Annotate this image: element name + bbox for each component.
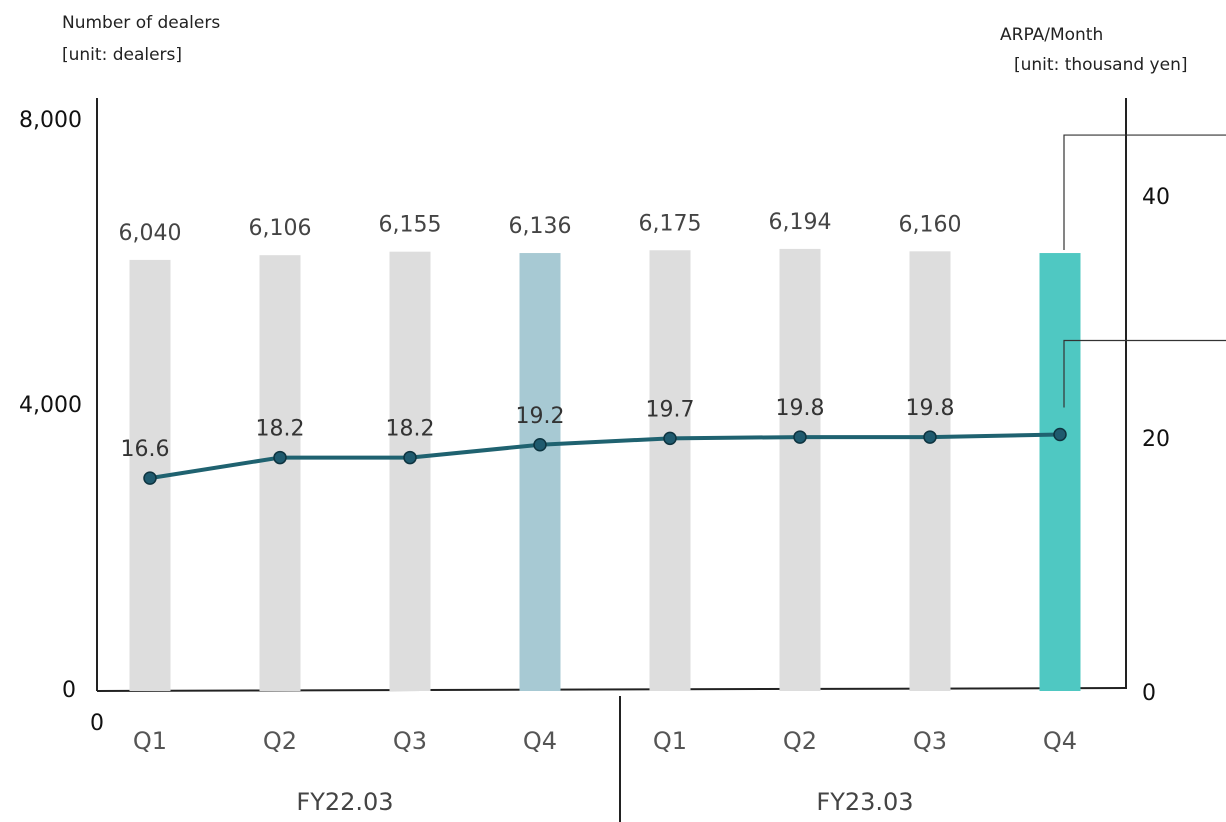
bar-value-label-fy23-q1: 6,175 [639, 211, 702, 236]
right-tick-0: 0 [1142, 681, 1156, 706]
bar-callout-line [1063, 134, 1226, 251]
bar-fy22-q3 [389, 251, 431, 691]
category-label-fy23-q2: Q2 [783, 727, 817, 755]
arpa-value-label-fy23-q1: 19.7 [646, 397, 695, 422]
bar-value-label-fy22-q2: 6,106 [249, 216, 312, 241]
category-label-fy23-q4: Q4 [1043, 727, 1077, 755]
bar-fy22-q2 [259, 255, 301, 691]
x-axis-line [96, 687, 1127, 692]
bar-value-label-fy22-q3: 6,155 [379, 213, 442, 238]
bar-fy22-q4 [519, 253, 561, 691]
category-label-fy22-q2: Q2 [263, 727, 297, 755]
arpa-value-label-fy22-q4: 19.2 [516, 404, 565, 429]
left-tick-8000: 8,000 [19, 108, 82, 133]
left-tick-4000: 4,000 [19, 393, 82, 418]
category-label-fy22-q3: Q3 [393, 727, 427, 755]
bar-value-label-fy22-q1: 6,040 [119, 221, 182, 246]
bar-fy23-q2 [779, 248, 821, 691]
arpa-point-fy22-q4 [533, 438, 547, 452]
category-label-fy22-q4: Q4 [523, 727, 557, 755]
category-label-fy23-q3: Q3 [913, 727, 947, 755]
origin-label: 0 [90, 711, 104, 736]
bar-fy23-q1 [649, 250, 691, 691]
right-axis-title-line1: ARPA/Month [1000, 25, 1103, 45]
right-tick-40: 40 [1142, 185, 1170, 210]
category-label-fy23-q1: Q1 [653, 727, 687, 755]
arpa-value-label-fy22-q2: 18.2 [256, 417, 305, 442]
right-axis-title-line2: [unit: thousand yen] [1014, 55, 1188, 75]
arpa-point-fy23-q2 [793, 430, 807, 444]
arpa-series-line [149, 432, 1061, 481]
bar-value-label-fy22-q4: 6,136 [509, 214, 572, 239]
arpa-point-fy23-q1 [663, 431, 677, 446]
group-label-fy23: FY23.03 [816, 788, 913, 816]
line-callout-line [1063, 339, 1226, 408]
arpa-point-fy22-q1 [143, 471, 157, 485]
right-tick-20: 20 [1142, 427, 1170, 452]
bar-value-label-fy23-q2: 6,194 [769, 210, 832, 235]
arpa-value-label-fy23-q2: 19.8 [776, 396, 825, 421]
arpa-value-label-fy22-q3: 18.2 [386, 417, 435, 442]
group-label-fy22: FY22.03 [296, 788, 393, 816]
arpa-point-fy23-q3 [923, 430, 937, 444]
arpa-point-fy22-q2 [273, 450, 287, 465]
arpa-value-label-fy23-q3: 19.8 [906, 396, 955, 421]
left-axis-title-line2: [unit: dealers] [62, 45, 182, 65]
bar-fy23-q3 [909, 251, 951, 691]
category-label-fy22-q1: Q1 [133, 727, 167, 755]
left-axis-title-line1: Number of dealers [62, 13, 220, 33]
bar-fy23-q4 [1039, 253, 1081, 691]
arpa-point-fy23-q4 [1053, 427, 1067, 442]
left-tick-0: 0 [62, 678, 76, 703]
arpa-value-label-fy22-q1: 16.6 [121, 437, 170, 462]
bar-value-label-fy23-q3: 6,160 [899, 212, 962, 237]
arpa-point-fy22-q3 [403, 450, 417, 465]
